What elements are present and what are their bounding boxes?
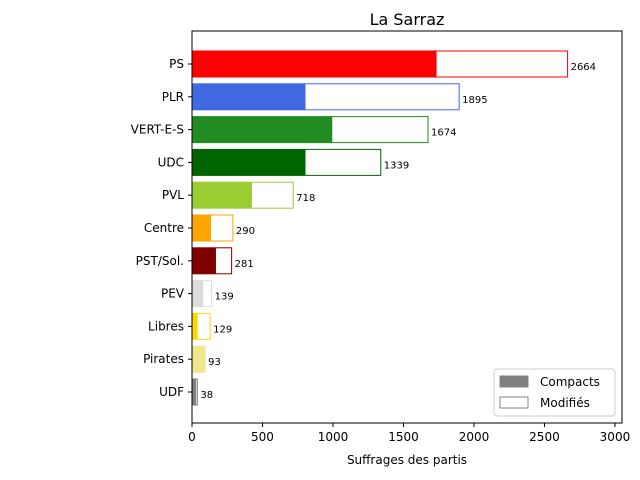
plot-frame	[191, 30, 623, 424]
data-label-10: 38	[200, 390, 213, 401]
y-tick-label-7: PEV	[161, 287, 185, 301]
y-tick-label-8: Libres	[148, 319, 184, 333]
bar-compacts-9	[192, 346, 206, 373]
x-tick-label-2: 1000	[318, 430, 349, 444]
legend-label-0: Compacts	[540, 375, 600, 389]
y-tick-label-3: UDC	[158, 155, 184, 169]
y-tick-label-4: PVL	[162, 188, 184, 202]
data-label-5: 290	[236, 226, 255, 237]
data-label-7: 139	[215, 292, 234, 303]
legend-label-1: Modifiés	[540, 396, 590, 410]
x-tick-label-4: 2000	[459, 430, 490, 444]
bar-compacts-10	[192, 379, 197, 405]
legend-swatch-0	[499, 375, 529, 388]
y-tick-label-10: UDF	[159, 385, 184, 399]
y-tick-label-9: Pirates	[143, 352, 184, 366]
legend-swatch-1	[499, 396, 529, 409]
bar-compacts-0	[192, 51, 437, 77]
legend: Compacts Modifiés	[493, 368, 616, 417]
y-tick-label-1: PLR	[162, 90, 184, 104]
y-tick-label-2: VERT-E-S	[131, 123, 184, 137]
bar-compacts-8	[192, 313, 198, 340]
bars-group	[191, 50, 569, 406]
data-label-3: 1339	[384, 160, 409, 171]
data-label-1: 1895	[462, 95, 487, 106]
chart-title: La Sarraz	[370, 10, 445, 29]
bar-compacts-3	[192, 149, 306, 176]
x-tick-label-3: 1500	[388, 430, 419, 444]
x-tick-label-1: 500	[251, 430, 274, 444]
data-labels: 2664 1895 1674 1339 718 290 281 139 129 93 38	[200, 62, 596, 401]
bar-compacts-7	[192, 280, 204, 307]
data-label-6: 281	[235, 259, 254, 270]
y-tick-label-5: Centre	[144, 221, 184, 235]
data-label-0: 2664	[571, 62, 596, 73]
bar-compacts-4	[192, 182, 252, 209]
bar-compacts-6	[192, 247, 216, 274]
data-label-8: 129	[213, 324, 232, 335]
y-tick-label-6: PST/Sol.	[136, 254, 184, 268]
x-axis-label: Suffrages des partis	[347, 453, 467, 467]
data-label-4: 718	[296, 193, 315, 204]
x-tick-label-6: 3000	[600, 430, 631, 444]
y-tick-label-0: PS	[169, 57, 184, 71]
bar-compacts-1	[192, 83, 306, 110]
x-tick-label-5: 2500	[529, 430, 560, 444]
data-label-9: 93	[208, 357, 221, 368]
x-tick-label-0: 0	[188, 430, 196, 444]
bar-compacts-2	[192, 116, 333, 143]
x-tick-labels: 0 500 1000 1500 2000 2500 3000	[188, 423, 630, 444]
y-tick-labels: PS PLR VERT-E-S UDC PVL Centre PST/Sol. PEV Libr…	[131, 57, 192, 399]
bar-compacts-5	[192, 215, 212, 241]
data-label-2: 1674	[431, 128, 456, 139]
